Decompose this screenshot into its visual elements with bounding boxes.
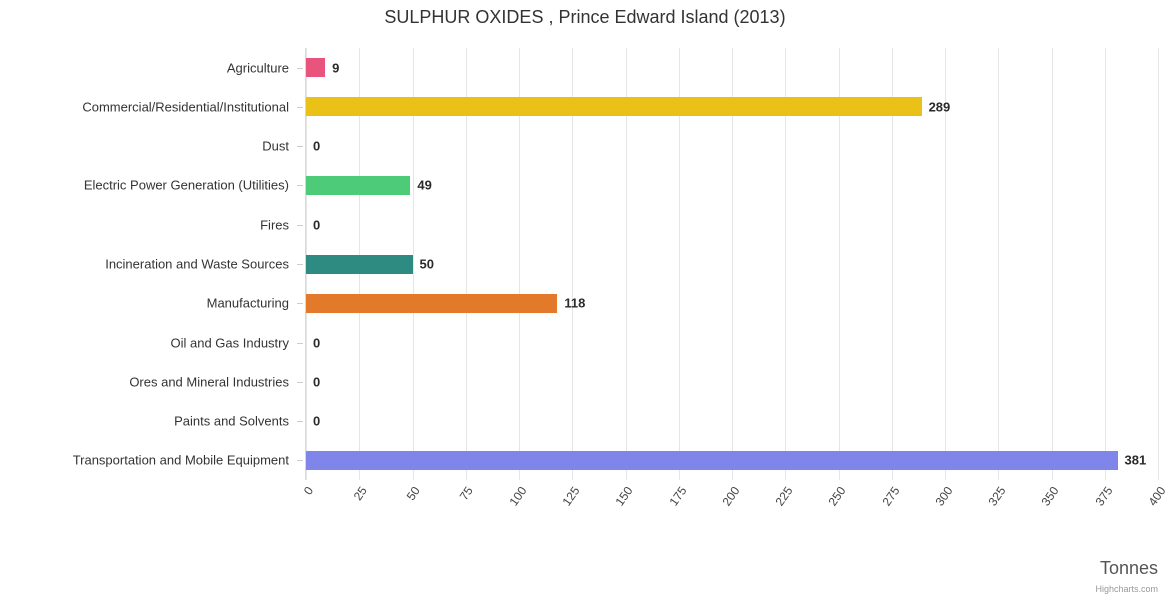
category-tick [297, 106, 303, 108]
gridline [1104, 48, 1106, 480]
highcharts-credit[interactable]: Highcharts.com [1095, 584, 1158, 594]
gridline [1158, 48, 1159, 480]
x-tick-label: 375 [1092, 484, 1116, 509]
category-tick [297, 342, 303, 344]
bar-value-label: 0 [313, 138, 321, 154]
x-tick-label: 275 [879, 484, 903, 509]
bar-value-label: 381 [1124, 452, 1147, 468]
category-tick [297, 303, 303, 305]
bar-value-label: 50 [419, 256, 434, 272]
x-tick-label: 175 [666, 484, 690, 509]
gridline [945, 48, 946, 480]
bar-value-label: 0 [313, 335, 321, 351]
bar[interactable] [306, 450, 1118, 470]
gridline [838, 48, 840, 480]
bar-value-label: 0 [313, 413, 321, 429]
x-axis-ticks: 0 25 50 75 100 125 150 175 200 225 250 275 300 325 350… [301, 484, 1168, 554]
category-tick [297, 421, 303, 423]
x-tick-label: 0 [301, 484, 317, 498]
x-tick-label: 200 [719, 484, 743, 509]
x-tick-label: 250 [826, 484, 849, 509]
category-label: Fires [260, 217, 289, 233]
gridline [519, 48, 520, 480]
plot-area: 9 289 0 49 0 50 118 0 0 0 381 [305, 48, 1159, 480]
bar-value-label: 118 [564, 295, 586, 311]
gridline [412, 48, 414, 480]
category-tick [297, 264, 303, 265]
x-tick-label: 300 [932, 484, 956, 509]
category-label: Manufacturing [206, 295, 289, 311]
gridline [678, 48, 680, 480]
x-tick-label: 125 [559, 484, 583, 509]
bar-value-label: 0 [313, 217, 321, 233]
chart-title: SULPHUR OXIDES , Prince Edward Island (2… [384, 7, 786, 27]
category-label: Agriculture [226, 60, 289, 76]
bar-value-label: 289 [928, 99, 951, 115]
category-label: Electric Power Generation (Utilities) [83, 177, 289, 193]
bar-value-label: 9 [332, 60, 340, 76]
x-axis-title: Tonnes [1099, 558, 1158, 578]
x-tick-label: 400 [1145, 484, 1169, 509]
gridline [891, 48, 893, 480]
category-tick [297, 67, 303, 69]
x-tick-label: 225 [772, 484, 796, 509]
gridline [732, 48, 733, 480]
gridline [625, 48, 627, 480]
category-tick [297, 146, 303, 148]
bar-value-label: 49 [417, 177, 432, 193]
bar[interactable] [306, 175, 411, 195]
bar[interactable] [306, 97, 922, 117]
y-axis-labels: Agriculture Commercial/Residential/Instit… [0, 48, 305, 480]
bar[interactable] [306, 293, 558, 313]
x-tick-label: 325 [985, 484, 1009, 509]
gridline [572, 48, 574, 480]
category-tick [297, 381, 303, 383]
category-label: Dust [262, 138, 289, 154]
gridline [785, 48, 787, 480]
category-label: Paints and Solvents [174, 413, 289, 429]
x-tick-label: 25 [350, 484, 370, 503]
category-label: Ores and Mineral Industries [129, 374, 289, 390]
x-tick-label: 150 [613, 484, 636, 509]
category-label: Incineration and Waste Sources [105, 256, 289, 272]
x-tick-label: 350 [1039, 484, 1062, 509]
bar[interactable] [306, 58, 326, 78]
x-tick-label: 75 [457, 484, 477, 503]
gridline [998, 48, 1000, 480]
category-tick [297, 185, 303, 187]
bar-value-label: 0 [313, 374, 321, 390]
category-label: Commercial/Residential/Institutional [82, 99, 289, 115]
x-tick-label: 50 [403, 484, 423, 503]
gridline [1051, 48, 1053, 480]
category-label: Transportation and Mobile Equipment [72, 452, 289, 468]
gridline [465, 48, 467, 480]
category-tick [297, 224, 303, 226]
x-tick-label: 100 [506, 484, 530, 509]
category-label: Oil and Gas Industry [170, 335, 290, 351]
bar[interactable] [306, 254, 413, 274]
category-tick [297, 460, 303, 462]
